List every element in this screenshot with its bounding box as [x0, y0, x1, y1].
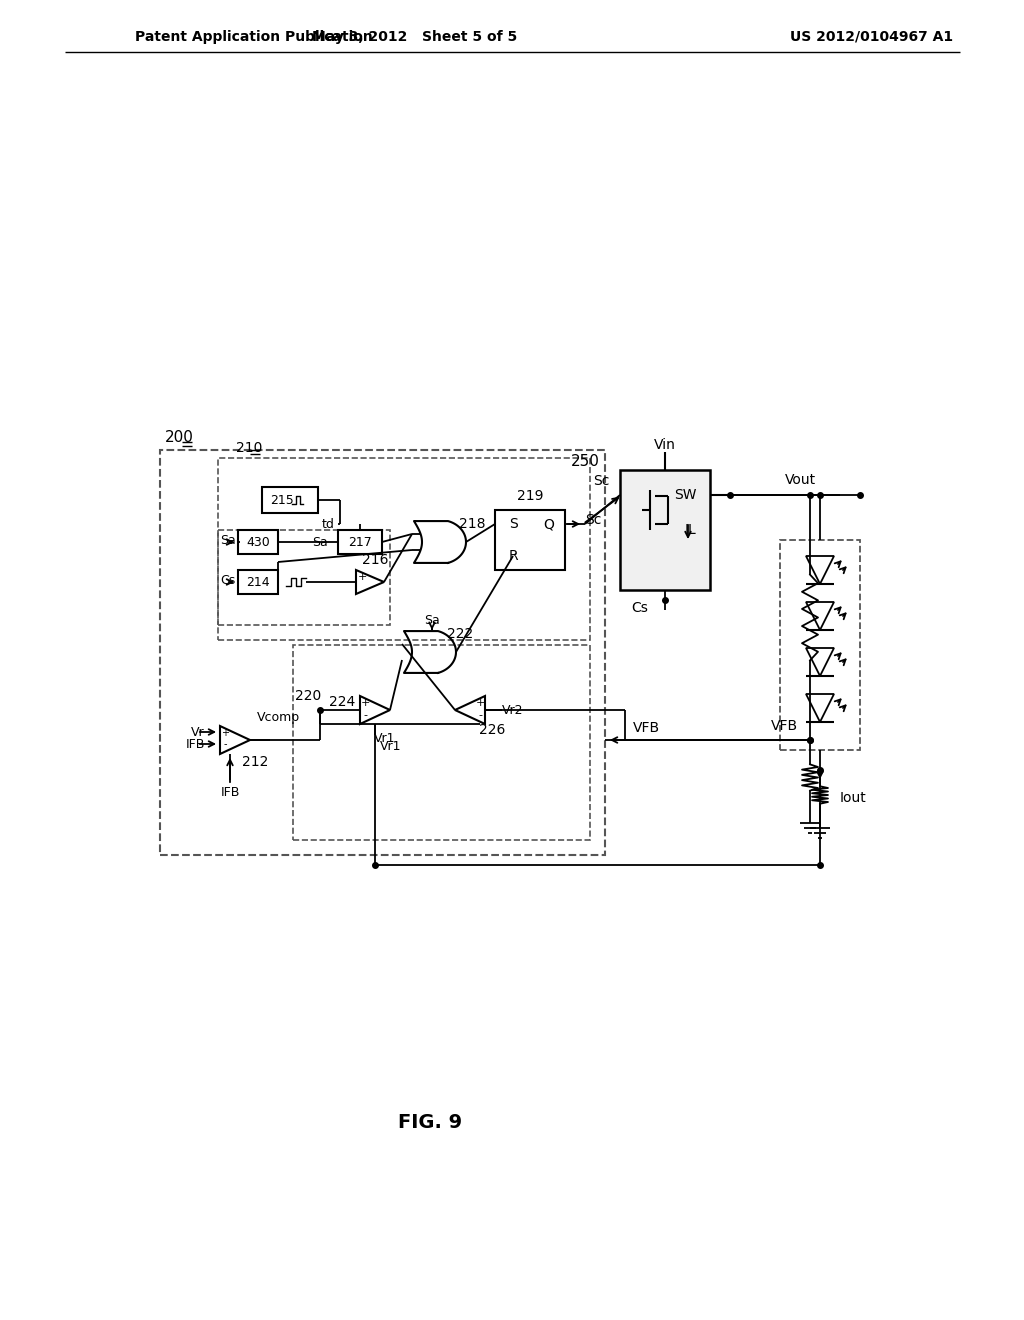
Text: Sc: Sc [594, 474, 610, 488]
Text: Sa: Sa [220, 533, 236, 546]
Text: 217: 217 [348, 536, 372, 549]
Text: +: + [221, 729, 229, 738]
Bar [293, 645, 590, 840]
Text: 250: 250 [571, 454, 600, 470]
Text: VFB: VFB [771, 719, 798, 733]
Text: 222: 222 [446, 627, 473, 642]
Text: Q: Q [544, 517, 554, 531]
Text: Vout: Vout [784, 473, 815, 487]
Text: IL: IL [684, 523, 696, 537]
Text: +: + [360, 698, 370, 708]
Text: +: + [357, 572, 367, 582]
Text: Cs: Cs [220, 573, 236, 586]
Text: Sa: Sa [424, 614, 440, 627]
Text: -: - [478, 710, 482, 719]
Text: FIG. 9: FIG. 9 [398, 1113, 462, 1131]
Text: S: S [509, 517, 517, 531]
Text: Vin: Vin [654, 438, 676, 451]
Text: Vr1: Vr1 [374, 731, 395, 744]
Text: R: R [508, 549, 518, 564]
Text: Vcomp: Vcomp [257, 711, 300, 725]
Text: 216: 216 [361, 553, 388, 568]
Text: May 3, 2012   Sheet 5 of 5: May 3, 2012 Sheet 5 of 5 [312, 30, 517, 44]
Text: Sa: Sa [312, 536, 328, 549]
Text: -: - [223, 739, 226, 748]
Text: 218: 218 [459, 517, 485, 531]
Text: 212: 212 [242, 755, 268, 770]
Text: SW: SW [674, 488, 696, 502]
Text: VFB: VFB [633, 721, 660, 735]
Text: Vr1: Vr1 [380, 739, 401, 752]
Text: 219: 219 [517, 488, 544, 503]
Bar [238, 570, 278, 594]
Text: IFB: IFB [220, 785, 240, 799]
Bar [160, 450, 605, 855]
Text: -: - [362, 710, 367, 719]
Text: 224: 224 [329, 696, 355, 709]
Text: 200: 200 [165, 430, 194, 446]
Text: 430: 430 [246, 536, 270, 549]
Text: 215: 215 [270, 494, 294, 507]
Text: 226: 226 [479, 723, 505, 737]
Text: 220: 220 [295, 689, 322, 704]
Text: 214: 214 [246, 576, 269, 589]
Bar [495, 510, 565, 570]
Bar [218, 531, 390, 624]
Text: Vr: Vr [191, 726, 205, 738]
Bar [238, 531, 278, 554]
Text: Sc: Sc [585, 513, 601, 527]
Bar [218, 458, 590, 640]
Bar [262, 487, 318, 513]
Text: Vr2: Vr2 [502, 704, 523, 717]
Text: US 2012/0104967 A1: US 2012/0104967 A1 [790, 30, 953, 44]
Bar [780, 540, 860, 750]
Text: td: td [322, 517, 335, 531]
Text: 210: 210 [236, 441, 262, 455]
Text: Iout: Iout [840, 791, 866, 805]
Text: Cs: Cs [632, 601, 648, 615]
Text: Patent Application Publication: Patent Application Publication [135, 30, 373, 44]
Bar [338, 531, 382, 554]
Text: IFB: IFB [185, 738, 205, 751]
Text: +: + [475, 698, 484, 708]
Bar [620, 470, 710, 590]
